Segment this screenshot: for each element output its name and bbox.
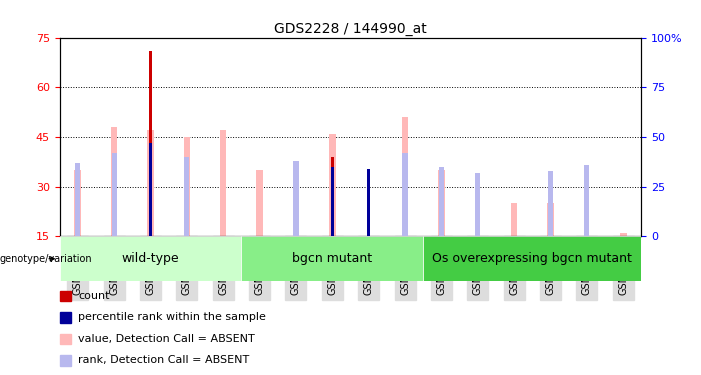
Bar — [367, 169, 370, 236]
Text: count: count — [78, 291, 109, 301]
Bar — [293, 161, 299, 236]
Bar — [60, 312, 72, 322]
Bar — [584, 165, 590, 236]
Bar — [149, 51, 152, 236]
Bar — [367, 173, 370, 236]
Bar — [402, 117, 408, 236]
Bar — [60, 236, 241, 281]
Text: Os overexpressing bgcn mutant: Os overexpressing bgcn mutant — [433, 252, 632, 265]
Title: GDS2228 / 144990_at: GDS2228 / 144990_at — [274, 22, 427, 36]
Bar — [423, 236, 641, 281]
Bar — [60, 355, 72, 366]
Bar — [149, 143, 152, 236]
Text: wild-type: wild-type — [122, 252, 179, 265]
Bar — [329, 134, 336, 236]
Bar — [241, 236, 423, 281]
Text: percentile rank within the sample: percentile rank within the sample — [78, 312, 266, 322]
Bar — [184, 157, 189, 236]
Bar — [74, 170, 81, 236]
Bar — [147, 130, 154, 236]
Bar — [184, 137, 190, 236]
Bar — [475, 172, 480, 236]
Bar — [293, 170, 299, 236]
Bar — [439, 166, 444, 236]
Bar — [585, 177, 588, 236]
Text: rank, Detection Call = ABSENT: rank, Detection Call = ABSENT — [78, 356, 250, 366]
Bar — [331, 157, 334, 236]
Bar — [620, 233, 627, 236]
Bar — [60, 334, 72, 344]
Bar — [331, 166, 334, 236]
Bar — [402, 153, 408, 236]
Bar — [547, 203, 554, 236]
Bar — [75, 163, 81, 236]
Bar — [257, 170, 263, 236]
Text: bgcn mutant: bgcn mutant — [292, 252, 372, 265]
Bar — [548, 171, 553, 236]
Text: value, Detection Call = ABSENT: value, Detection Call = ABSENT — [78, 334, 254, 344]
Bar — [111, 127, 117, 236]
Bar — [511, 203, 517, 236]
Bar — [60, 291, 72, 301]
Bar — [111, 153, 117, 236]
Text: genotype/variation: genotype/variation — [0, 254, 93, 264]
Bar — [220, 130, 226, 236]
Bar — [438, 170, 444, 236]
